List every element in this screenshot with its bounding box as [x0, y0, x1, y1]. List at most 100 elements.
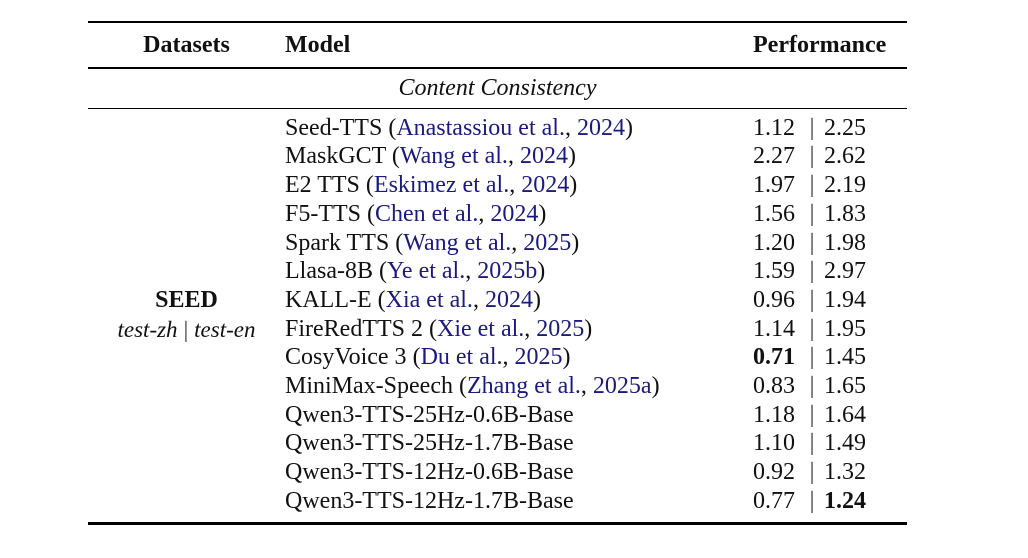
section-title: Content Consistency	[398, 74, 597, 101]
performance-cell: 1.59 | 2.97	[753, 257, 907, 286]
performance-en-value: 1.98	[824, 229, 866, 256]
bottom-rule	[88, 522, 907, 525]
citation-open-paren: (	[429, 315, 437, 342]
citation-comma: ,	[580, 372, 593, 399]
performance-separator: |	[809, 430, 815, 457]
citation-open-paren: (	[412, 344, 421, 371]
datasets-cell: SEED test-zh | test-en	[88, 114, 285, 516]
performance-en-value: 2.62	[824, 143, 866, 170]
citation-year-link[interactable]: 2024	[519, 143, 568, 170]
citation-author-link[interactable]: Eskimez et al.	[373, 172, 510, 199]
performance-en-value: 1.94	[824, 286, 866, 313]
model-cell: CosyVoice 3 (Du et al., 2025)	[285, 343, 753, 372]
performance-separator: |	[809, 315, 815, 342]
citation-year-link[interactable]: 2024	[484, 286, 533, 313]
performance-cell: 0.71 | 1.45	[753, 343, 907, 372]
performance-zh-value: 0.71	[753, 344, 795, 371]
performance-zh-value: 0.83	[753, 372, 795, 399]
performance-en-value: 1.45	[824, 344, 866, 371]
model-label: Qwen3-TTS-12Hz-0.6B-Base	[285, 459, 574, 486]
citation-author-link[interactable]: Anastassiou et al.	[396, 114, 565, 141]
performance-zh-value: 1.20	[753, 229, 795, 256]
performance-separator: |	[809, 459, 815, 486]
performance-zh-value: 1.97	[753, 172, 795, 199]
model-label: FireRedTTS 2	[285, 315, 423, 342]
model-label: MaskGCT	[285, 143, 386, 170]
model-cell: E2 TTS (Eskimez et al., 2024)	[285, 171, 753, 200]
citation-open-paren: (	[388, 114, 397, 141]
citation-author-link[interactable]: Wang et al.	[399, 143, 508, 170]
model-label: Llasa-8B	[285, 258, 373, 285]
section-rule	[88, 107, 907, 109]
model-cell: Qwen3-TTS-25Hz-1.7B-Base	[285, 429, 753, 458]
model-label: KALL-E	[285, 286, 372, 313]
performance-separator: |	[809, 344, 815, 371]
citation-comma: ,	[511, 229, 524, 256]
citation-year-link[interactable]: 2025a	[592, 372, 652, 399]
performance-en-value: 2.97	[824, 258, 866, 285]
model-column: Seed-TTS (Anastassiou et al., 2024) MaskG…	[285, 114, 753, 516]
performance-separator: |	[809, 114, 815, 141]
model-label: Spark TTS	[285, 229, 390, 256]
citation-year-link[interactable]: 2025	[536, 315, 585, 342]
citation-year-link[interactable]: 2024	[490, 200, 539, 227]
performance-cell: 0.92 | 1.32	[753, 458, 907, 487]
dataset-block: SEED test-zh | test-en	[118, 286, 256, 344]
performance-cell: 1.97 | 2.19	[753, 171, 907, 200]
citation-close-paren: )	[571, 229, 580, 256]
citation-close-paren: )	[532, 286, 541, 313]
performance-cell: 0.96 | 1.94	[753, 286, 907, 315]
citation-close-paren: )	[538, 200, 547, 227]
model-cell: Qwen3-TTS-12Hz-0.6B-Base	[285, 458, 753, 487]
model-label: F5-TTS	[285, 200, 362, 227]
performance-separator: |	[809, 200, 815, 227]
citation-author-link[interactable]: Xie et al.	[437, 315, 525, 342]
performance-zh-value: 0.92	[753, 459, 795, 486]
citation-comma: ,	[465, 258, 478, 285]
citation-comma: ,	[524, 315, 537, 342]
dataset-subset-en: test-en	[194, 316, 256, 342]
citation-year-link[interactable]: 2025	[523, 229, 572, 256]
performance-en-value: 1.49	[824, 430, 866, 457]
performance-zh-value: 0.77	[753, 487, 795, 514]
header-rule	[88, 67, 907, 69]
model-label: Qwen3-TTS-25Hz-1.7B-Base	[285, 430, 574, 457]
model-cell: Seed-TTS (Anastassiou et al., 2024)	[285, 114, 753, 143]
dataset-name: SEED	[155, 286, 218, 313]
performance-column: 1.12 | 2.25 2.27 | 2.62 1.97 | 2.19 1.56 | 1.83 1.20…	[753, 114, 907, 516]
citation-year-link[interactable]: 2024	[576, 114, 625, 141]
model-cell: F5-TTS (Chen et al., 2024)	[285, 200, 753, 229]
model-cell: FireRedTTS 2 (Xie et al., 2025)	[285, 315, 753, 344]
performance-en-value: 1.24	[824, 487, 866, 514]
citation-author-link[interactable]: Chen et al.	[375, 200, 479, 227]
performance-cell: 0.83 | 1.65	[753, 372, 907, 401]
model-cell: Qwen3-TTS-25Hz-0.6B-Base	[285, 401, 753, 430]
performance-en-value: 1.65	[824, 372, 866, 399]
citation-comma: ,	[564, 114, 577, 141]
citation-close-paren: )	[537, 258, 546, 285]
header-datasets: Datasets	[143, 31, 230, 58]
citation-year-link[interactable]: 2025b	[477, 258, 538, 285]
model-cell: KALL-E (Xia et al., 2024)	[285, 286, 753, 315]
citation-year-link[interactable]: 2025	[514, 344, 563, 371]
model-cell: Qwen3-TTS-12Hz-1.7B-Base	[285, 487, 753, 516]
citation-author-link[interactable]: Du et al.	[420, 344, 503, 371]
citation-author-link[interactable]: Wang et al.	[403, 229, 512, 256]
citation-close-paren: )	[562, 344, 571, 371]
table-header-row: Datasets Model Performance	[88, 23, 907, 67]
model-label: CosyVoice 3	[285, 344, 407, 371]
model-cell: Llasa-8B (Ye et al., 2025b)	[285, 257, 753, 286]
performance-zh-value: 1.12	[753, 114, 795, 141]
performance-cell: 1.12 | 2.25	[753, 114, 907, 143]
citation-author-link[interactable]: Zhang et al.	[466, 372, 581, 399]
citation-close-paren: )	[624, 114, 633, 141]
citation-author-link[interactable]: Ye et al.	[386, 258, 466, 285]
performance-cell: 1.10 | 1.49	[753, 429, 907, 458]
citation-close-paren: )	[569, 172, 578, 199]
performance-en-value: 1.32	[824, 459, 866, 486]
performance-separator: |	[809, 172, 815, 199]
citation-open-paren: (	[391, 143, 400, 170]
citation-author-link[interactable]: Xia et al.	[385, 286, 473, 313]
citation-year-link[interactable]: 2024	[521, 172, 570, 199]
